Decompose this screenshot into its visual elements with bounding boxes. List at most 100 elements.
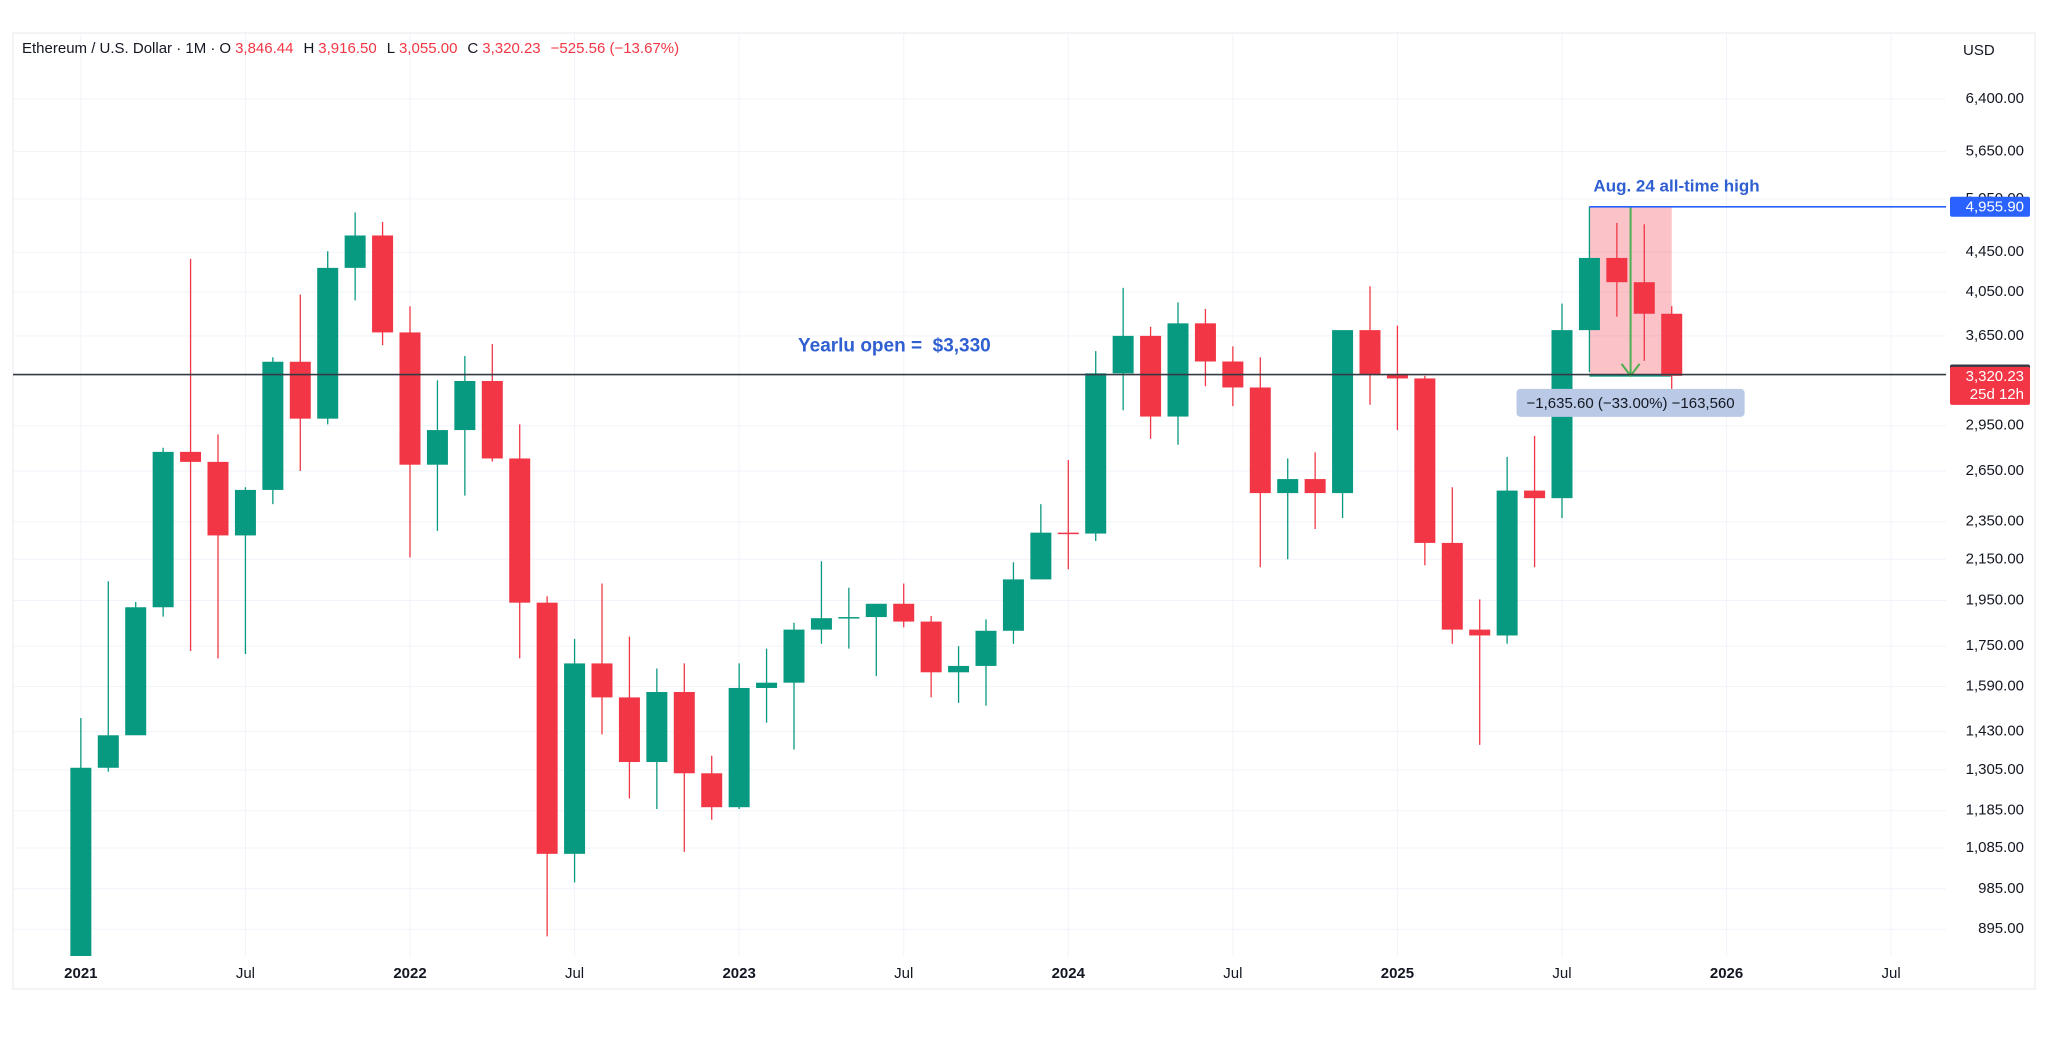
ohlc-value: 3,916.50 [318, 40, 377, 57]
candle-body [838, 617, 860, 619]
plot-area [13, 205, 1946, 956]
price-label: 4,955.90 [1966, 199, 2024, 216]
candle-body [948, 665, 970, 673]
x-tick-label: 2022 [393, 965, 426, 982]
y-tick-label: 1,085.00 [1966, 839, 2024, 856]
chart-frame [12, 32, 2036, 990]
x-tick-label: Jul [1223, 965, 1242, 982]
y-tick-label: 4,450.00 [1966, 243, 2024, 260]
candle-body [701, 773, 723, 808]
candle-body [564, 663, 586, 854]
candle-body [1194, 323, 1216, 362]
x-tick-label: 2023 [722, 965, 755, 982]
candle-body [1249, 387, 1271, 494]
candle-body [125, 607, 147, 736]
candle-body [234, 489, 256, 536]
y-tick-label: 4,050.00 [1966, 283, 2024, 300]
candle-body [1661, 313, 1683, 376]
y-tick-label: 985.00 [1978, 880, 2024, 897]
candle-body [1524, 490, 1546, 499]
candle-body [1030, 532, 1052, 580]
y-tick-label: 1,305.00 [1966, 761, 2024, 778]
candle-body [646, 691, 668, 763]
candle-body [1496, 490, 1518, 636]
candle-body [1386, 373, 1408, 379]
candle-body [1414, 378, 1436, 543]
candle-body [399, 332, 421, 465]
candle-body [1002, 579, 1024, 631]
candle-body [536, 602, 558, 854]
candle-body [865, 603, 887, 618]
candle-body [97, 735, 119, 768]
x-tick-label: Jul [236, 965, 255, 982]
candle-body [372, 235, 394, 333]
y-tick-label: 3,650.00 [1966, 327, 2024, 344]
y-tick-label: 1,185.00 [1966, 802, 2024, 819]
y-tick-label: 6,400.00 [1966, 90, 2024, 107]
last-price-label: 3,320.23 [1966, 368, 2024, 385]
measure-label: −1,635.60 (−33.00%) −163,560 [1527, 395, 1735, 412]
line-annotation: Yearlu open = $3,330 [798, 336, 991, 357]
grid [13, 33, 1946, 956]
candle-body [810, 618, 832, 630]
candle-body [1085, 373, 1107, 534]
x-tick-label: 2021 [64, 965, 97, 982]
y-tick-label: 2,950.00 [1966, 417, 2024, 434]
y-tick-label: 1,750.00 [1966, 637, 2024, 654]
candle-body [783, 629, 805, 683]
candle-body [1277, 479, 1299, 494]
last-price-box [1950, 366, 2030, 405]
candle-body [152, 451, 174, 608]
x-tick-label: Jul [565, 965, 584, 982]
candle-body [1057, 532, 1079, 535]
candle-body [920, 621, 942, 673]
candle-body [618, 697, 640, 763]
ohlc-value: 3,055.00 [399, 40, 458, 57]
candle-body [481, 380, 503, 459]
candle-body [1606, 257, 1628, 283]
candle-body [1441, 542, 1463, 630]
ohlc-key: L [386, 40, 396, 57]
y-tick-label: 2,350.00 [1966, 513, 2024, 530]
x-tick-label: 2026 [1710, 965, 1743, 982]
candle-body [262, 361, 284, 490]
y-tick-label: 1,590.00 [1966, 678, 2024, 695]
candle-body [1578, 257, 1600, 331]
candle-body [1633, 282, 1655, 314]
candle-body [673, 691, 695, 774]
axes: 6,400.005,650.005,050.004,450.004,050.00… [64, 90, 2030, 982]
ohlc-value: 3,320.23 [482, 40, 541, 57]
candle-body [317, 267, 339, 419]
candle-body [893, 603, 915, 622]
ohlc-key: H [303, 40, 315, 57]
measure-label-box [1516, 388, 1745, 417]
candle-body [70, 767, 92, 956]
symbol-title: Ethereum / U.S. Dollar · 1M · [22, 40, 216, 57]
x-tick-label: Jul [1882, 965, 1901, 982]
x-tick-label: Jul [894, 965, 913, 982]
candle-body [180, 451, 202, 462]
ohlc-key: O [219, 40, 232, 57]
price-label-box [1950, 196, 2030, 217]
x-tick-label: Jul [1552, 965, 1571, 982]
y-tick-label: 1,430.00 [1966, 722, 2024, 739]
candle-body [1167, 323, 1189, 417]
currency-label[interactable]: USD [1963, 42, 1995, 59]
line-annotation: Aug. 24 all-time high [1593, 176, 1759, 195]
candle-body [1359, 330, 1381, 374]
countdown-label: 25d 12h [1970, 386, 2024, 403]
candle-body [1332, 330, 1354, 494]
x-tick-label: 2024 [1052, 965, 1086, 982]
y-tick-label: 2,650.00 [1966, 462, 2024, 479]
candle-body [344, 235, 366, 268]
ohlc-key: C [467, 40, 479, 57]
candle-body [426, 430, 448, 465]
change-value: −525.56 (−13.67%) [550, 40, 680, 57]
candle-body [728, 687, 750, 808]
measure-arrowhead [1620, 363, 1641, 378]
ohlc-value: 3,846.44 [235, 40, 294, 57]
candle-body [1469, 629, 1491, 636]
candle-body [1304, 479, 1326, 494]
